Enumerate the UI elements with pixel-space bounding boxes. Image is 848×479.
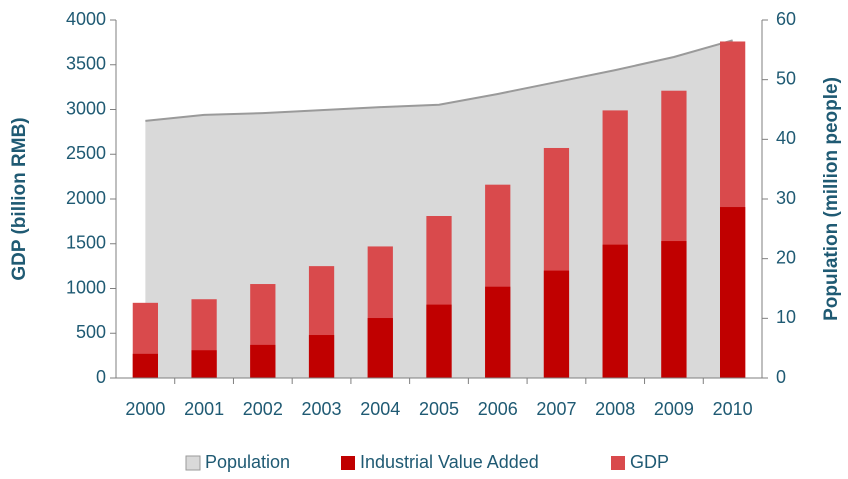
bar bbox=[485, 286, 511, 378]
y2-tick-label: 30 bbox=[776, 188, 796, 208]
bar bbox=[367, 318, 393, 378]
bar bbox=[720, 207, 746, 378]
y2-axis-title: Population (million people) bbox=[821, 77, 842, 321]
bar bbox=[426, 304, 452, 378]
legend-label: GDP bbox=[630, 452, 669, 472]
population-area bbox=[145, 40, 733, 378]
y2-tick-label: 10 bbox=[776, 307, 796, 327]
x-tick-label: 2004 bbox=[360, 399, 400, 419]
y-tick-label: 2500 bbox=[66, 143, 106, 163]
bar bbox=[602, 244, 628, 378]
bar bbox=[250, 344, 276, 378]
x-tick-label: 2003 bbox=[302, 399, 342, 419]
legend-swatch bbox=[341, 456, 355, 470]
y-tick-label: 1500 bbox=[66, 233, 106, 253]
y2-tick-label: 50 bbox=[776, 68, 796, 88]
legend-label: Industrial Value Added bbox=[360, 452, 539, 472]
x-tick-label: 2010 bbox=[713, 399, 753, 419]
y2-tick-label: 40 bbox=[776, 128, 796, 148]
y-tick-label: 3000 bbox=[66, 98, 106, 118]
y-tick-label: 4000 bbox=[66, 9, 106, 29]
y-axis-title: GDP (billion RMB) bbox=[9, 117, 30, 280]
legend-label: Population bbox=[205, 452, 290, 472]
bar bbox=[661, 241, 687, 378]
y-tick-label: 2000 bbox=[66, 188, 106, 208]
y-tick-label: 0 bbox=[96, 367, 106, 387]
y-tick-label: 500 bbox=[76, 322, 106, 342]
bar bbox=[191, 350, 217, 378]
bar bbox=[132, 353, 158, 378]
population-line bbox=[145, 39, 733, 122]
x-tick-label: 2005 bbox=[419, 399, 459, 419]
x-tick-label: 2006 bbox=[478, 399, 518, 419]
y-tick-label: 1000 bbox=[66, 277, 106, 297]
x-tick-label: 2002 bbox=[243, 399, 283, 419]
x-tick-label: 2009 bbox=[654, 399, 694, 419]
x-tick-label: 2000 bbox=[125, 399, 165, 419]
y2-tick-label: 20 bbox=[776, 247, 796, 267]
legend-swatch bbox=[185, 455, 201, 471]
x-tick-label: 2007 bbox=[536, 399, 576, 419]
bar bbox=[308, 335, 335, 378]
bar bbox=[543, 270, 570, 378]
y-tick-label: 3500 bbox=[66, 54, 106, 74]
y2-tick-label: 0 bbox=[776, 367, 786, 387]
x-tick-label: 2008 bbox=[595, 399, 635, 419]
x-tick-label: 2001 bbox=[184, 399, 224, 419]
legend-swatch bbox=[611, 456, 625, 470]
y2-tick-label: 60 bbox=[776, 9, 796, 29]
